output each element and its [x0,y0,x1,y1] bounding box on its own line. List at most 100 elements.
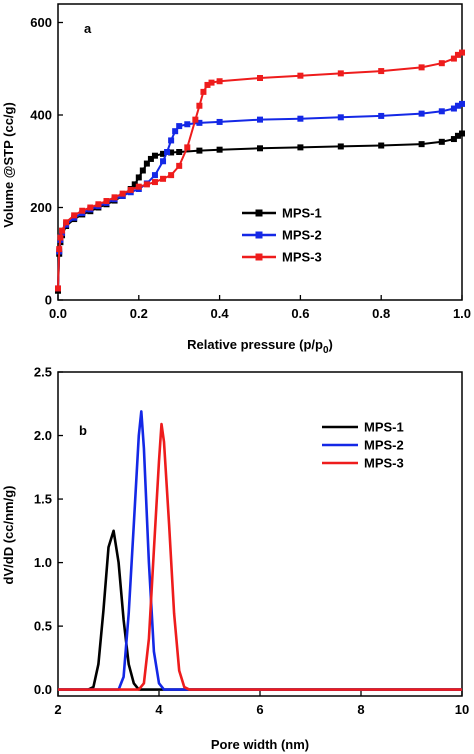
data-point-mps-3 [135,183,142,190]
data-point-mps-3 [208,79,215,86]
data-point-mps-3 [378,68,385,75]
data-point-mps-2 [450,105,457,112]
panel-a-x-axis-title: Relative pressure (p/p0) [187,337,333,356]
legend-label-mps-3: MPS-3 [282,250,322,265]
data-point-mps-3 [176,162,183,169]
data-point-mps-3 [63,219,70,226]
x-tick-label: 0.8 [372,306,390,321]
x-tick-label: 0.6 [291,306,309,321]
data-point-mps-1 [176,149,183,155]
data-point-mps-3 [168,172,175,179]
panel-b-plot-area: 2 4 6 8 10 0.0 0.5 1.0 1.5 2.0 2.5 MPS-1 MPS-2 MPS-3 [34,365,469,718]
data-point-mps-3 [216,78,223,85]
data-point-mps-3 [143,181,150,188]
x-tick-label: 0.2 [130,306,148,321]
data-point-mps-3 [450,55,457,62]
data-point-mps-2 [438,108,445,115]
x-tick-label: 0.0 [49,306,67,321]
data-point-mps-2 [176,123,183,130]
y-tick-label: 2.0 [34,428,52,443]
data-point-mps-3 [95,201,102,208]
x-tick-label: 10 [455,702,469,717]
data-point-mps-2 [297,115,304,122]
data-point-mps-3 [111,194,118,201]
data-point-mps-2 [172,128,179,135]
x-tick-label: 2 [54,702,61,717]
data-point-mps-3 [119,190,126,197]
series-line-mps-2 [58,410,462,691]
data-point-mps-1 [418,141,425,148]
data-point-mps-3 [56,246,63,253]
legend-label-mps-2: MPS-2 [282,228,322,243]
data-point-mps-3 [459,49,465,56]
data-point-mps-2 [459,100,465,107]
x-tick-label: 0.4 [211,306,230,321]
x-tick-label: 8 [357,702,364,717]
data-point-mps-3 [59,227,66,234]
data-point-mps-1 [168,149,175,156]
data-point-mps-2 [168,137,175,144]
legend-marker-mps-2 [255,231,263,239]
data-point-mps-1 [196,147,203,154]
data-point-mps-3 [55,285,61,292]
data-point-mps-3 [151,179,158,186]
data-point-mps-1 [139,167,146,174]
panel-b-label: b [79,423,87,438]
panel-a-plot-area: 0.0 0.2 0.4 0.6 0.8 1.0 0 200 400 600 MPS-1 MPS-2 MP… [30,3,471,321]
y-tick-label: 600 [30,15,52,30]
data-point-mps-1 [454,132,461,139]
data-point-mps-3 [337,70,344,77]
data-point-mps-3 [71,212,78,219]
data-point-mps-2 [378,112,385,119]
x-tick-label: 1.0 [453,306,471,321]
data-point-mps-3 [438,60,445,67]
data-point-mps-1 [378,142,385,149]
y-tick-label: 200 [30,200,52,215]
panel-a-y-axis-title: Volume @STP (cc/g) [1,102,16,228]
panel-b-x-axis-title: Pore width (nm) [211,737,309,752]
panel-a-chart: 0.0 0.2 0.4 0.6 0.8 1.0 0 200 400 600 MPS-1 MPS-2 MP… [1,3,471,356]
data-point-mps-1 [257,145,263,152]
data-point-mps-1 [438,138,445,145]
panel-a-label: a [84,21,92,36]
data-point-mps-2 [337,114,344,121]
data-point-mps-2 [151,172,158,179]
legend-label-mps-2: MPS-2 [364,438,404,453]
legend-marker-mps-3 [255,253,263,261]
y-tick-label: 1.0 [34,555,52,570]
data-point-mps-3 [196,102,203,109]
data-point-mps-3 [79,207,86,214]
data-point-mps-1 [160,150,167,157]
data-point-mps-1 [450,136,457,143]
data-point-mps-1 [135,174,142,181]
y-tick-label: 0 [45,293,52,308]
data-point-mps-3 [297,72,304,79]
data-point-mps-3 [87,204,94,211]
data-point-mps-1 [151,152,158,159]
data-point-mps-2 [216,118,223,125]
panel-b-chart: 2 4 6 8 100.00.51.01.52.02.5MPS-1MPS-2MPS-3 … [1,365,469,753]
y-tick-label: 400 [30,108,52,123]
data-point-mps-3 [184,144,191,151]
legend-label-mps-1: MPS-1 [282,206,322,221]
data-point-mps-3 [160,175,167,182]
data-point-mps-3 [418,64,425,71]
data-point-mps-3 [204,81,211,88]
data-point-mps-2 [418,110,425,117]
data-point-mps-3 [103,198,110,205]
series-line-mps-3 [58,422,462,691]
y-tick-label: 0.0 [34,682,52,697]
data-point-mps-2 [184,121,191,128]
data-point-mps-1 [143,160,150,167]
data-point-mps-1 [131,181,138,188]
data-point-mps-3 [200,88,207,95]
series-line-mps-3 [57,51,463,289]
y-tick-label: 1.5 [34,492,52,507]
data-point-mps-2 [454,102,461,109]
data-point-mps-3 [257,75,263,81]
y-tick-label: 0.5 [34,619,52,634]
data-point-mps-1 [297,144,304,151]
data-point-mps-1 [216,146,223,153]
data-point-mps-3 [454,51,461,58]
